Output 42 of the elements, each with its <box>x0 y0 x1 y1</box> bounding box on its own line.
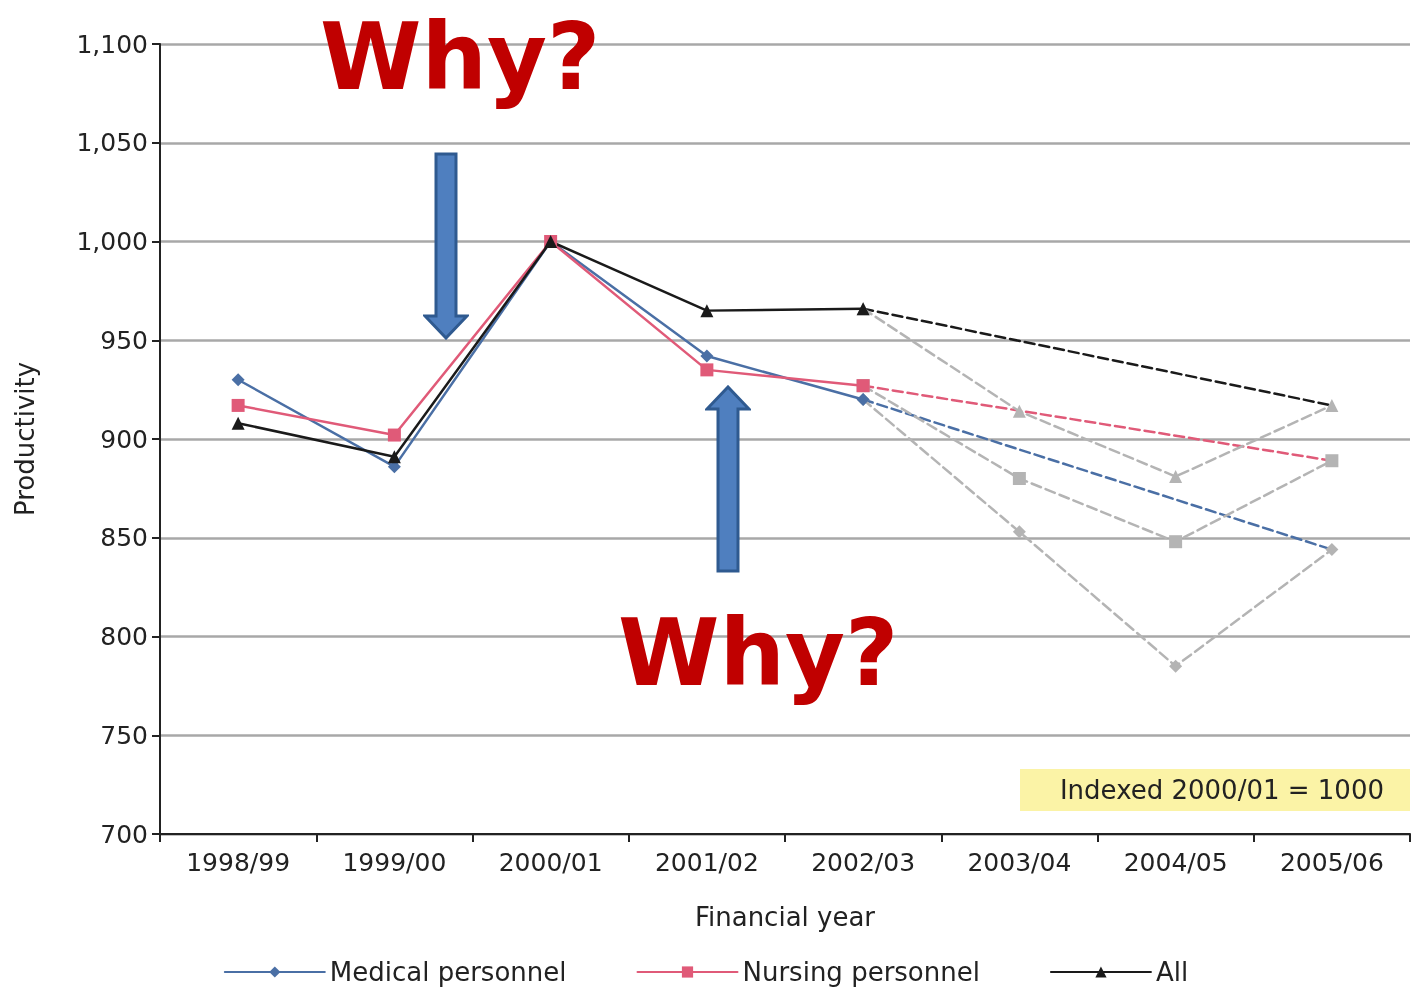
x-tick-label: 1999/00 <box>342 848 447 877</box>
point <box>1012 525 1026 539</box>
point <box>700 349 714 363</box>
point <box>1012 472 1026 485</box>
x-tick-label: 2001/02 <box>654 848 759 877</box>
point <box>700 363 714 377</box>
point <box>1325 543 1339 557</box>
x-tick-label: 2002/03 <box>811 848 916 877</box>
y-tick-label: 1,100 <box>76 29 148 59</box>
annotation: Why? <box>618 600 899 707</box>
point <box>1012 404 1026 418</box>
point <box>1169 659 1183 673</box>
x-tick-label: 2000/01 <box>498 848 603 877</box>
y-tick-label: 900 <box>100 424 148 454</box>
y-axis-title: Productivity <box>10 361 40 517</box>
point <box>700 304 714 318</box>
point <box>231 416 245 430</box>
legend-label: Medical personnel <box>329 957 567 987</box>
point <box>1325 398 1339 412</box>
x-axis-title: Financial year <box>694 902 876 932</box>
y-tick-label: 950 <box>100 325 148 355</box>
point <box>1169 535 1183 549</box>
annotation: Indexed 2000/01 = 1000 <box>1019 769 1410 811</box>
legend-label: All <box>1155 957 1189 987</box>
point <box>1169 470 1183 484</box>
point <box>231 398 245 412</box>
point <box>1325 454 1339 468</box>
y-tick-label: 750 <box>100 720 148 750</box>
point <box>387 450 401 464</box>
point <box>231 373 245 387</box>
y-tick-label: 1,000 <box>76 227 148 256</box>
x-tick-label: 2004/05 <box>1123 848 1228 877</box>
point <box>387 428 401 442</box>
annotation: Why? <box>320 4 601 111</box>
x-tick-label: 1998/99 <box>186 848 291 877</box>
y-tick-label: 800 <box>100 622 148 651</box>
x-tick-label: 2005/06 <box>1279 848 1384 877</box>
y-tick-label: 700 <box>100 819 148 849</box>
y-tick-label: 1,050 <box>76 128 148 158</box>
legend-label: Nursing personnel <box>742 957 980 987</box>
x-tick-label: 2003/04 <box>967 848 1072 877</box>
y-tick-label: 850 <box>100 523 148 553</box>
